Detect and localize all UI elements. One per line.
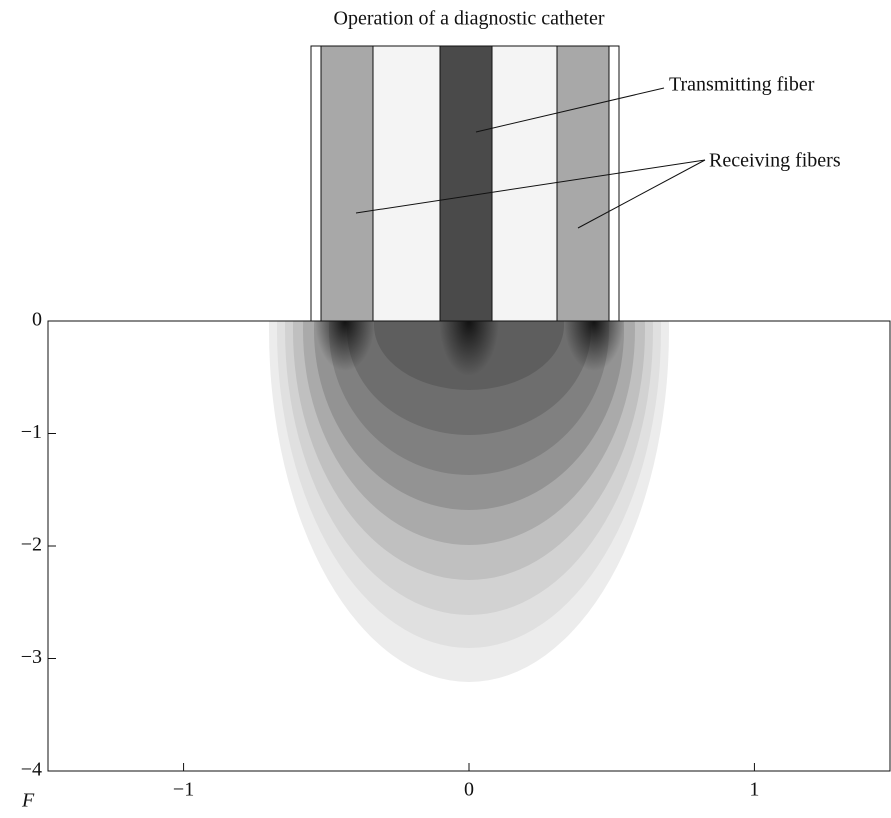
x-tick-label: −1 [173, 779, 194, 801]
leader-lines [355, 87, 706, 229]
annotation: Receiving fibers [709, 150, 841, 172]
y-tick-label: −3 [21, 646, 42, 668]
chart-title: Operation of a diagnostic catheter [334, 8, 605, 30]
y-tick-label: 0 [32, 309, 42, 331]
y-tick-label: −2 [21, 534, 42, 556]
y-tick-label: −4 [21, 759, 42, 781]
annotation: Transmitting fiber [669, 74, 815, 96]
catheter [310, 45, 620, 322]
y-tick-label: −1 [21, 421, 42, 443]
y-axis-label: F [21, 790, 35, 812]
x-tick-label: 1 [749, 779, 759, 801]
field-shading [269, 321, 669, 682]
x-tick-label: 0 [464, 779, 474, 801]
